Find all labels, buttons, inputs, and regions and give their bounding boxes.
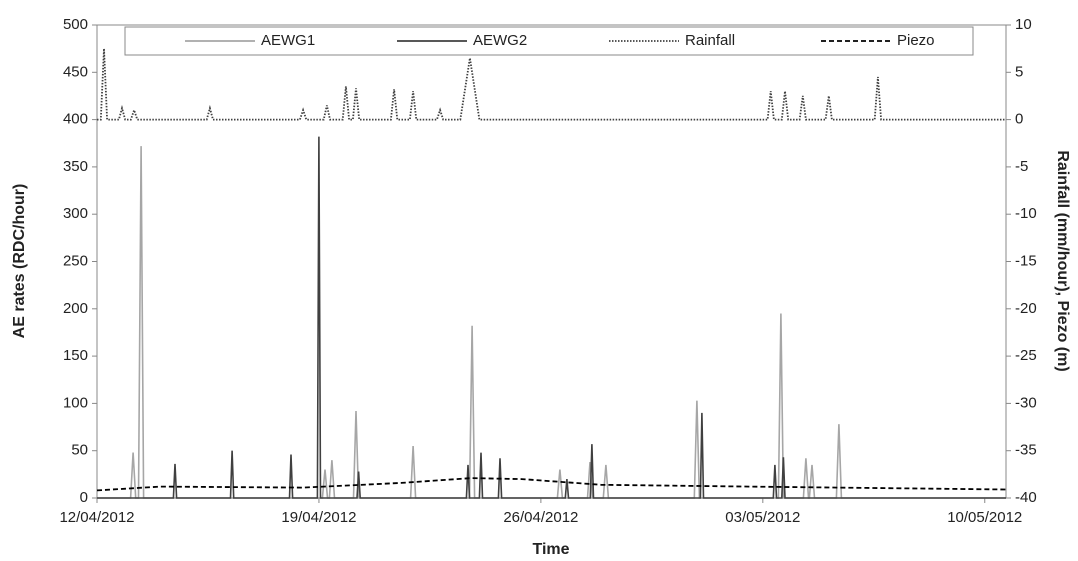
series-line [97, 146, 1006, 499]
y-tick-label: 200 [63, 300, 88, 317]
x-tick-label: 03/05/2012 [725, 509, 800, 526]
y-tick-label: 100 [63, 394, 88, 411]
y-tick-label: 450 [63, 63, 88, 80]
legend-label: AEWG2 [473, 32, 527, 49]
y-tick-label: 300 [63, 205, 88, 222]
x-tick-label: 12/04/2012 [59, 509, 134, 526]
series-line [96, 477, 1007, 492]
y-tick-label: 400 [63, 111, 88, 128]
series-line [97, 136, 1006, 499]
x-tick-label: 26/04/2012 [503, 509, 578, 526]
legend-label: Piezo [897, 32, 935, 49]
x-tick-label: 10/05/2012 [947, 509, 1022, 526]
y2-tick-label: -40 [1015, 489, 1037, 506]
x-tick-label: 19/04/2012 [281, 509, 356, 526]
y-axis-title: AE rates (RDC/hour) [11, 184, 28, 339]
legend-label: AEWG1 [261, 32, 315, 49]
y2-axis-title: Rainfall (mm/hour), Piezo (m) [1054, 150, 1071, 371]
y2-tick-label: -5 [1015, 158, 1028, 175]
y-tick-label: 0 [80, 489, 88, 506]
y2-tick-label: -20 [1015, 300, 1037, 317]
series-line [97, 48, 1006, 121]
y-tick-label: 500 [63, 16, 88, 33]
y2-tick-label: -25 [1015, 347, 1037, 364]
plot-frame [96, 24, 1007, 499]
y2-tick-label: 10 [1015, 16, 1032, 33]
y2-tick-label: -30 [1015, 394, 1037, 411]
y2-tick-label: -15 [1015, 252, 1037, 269]
legend-label: Rainfall [685, 32, 735, 49]
y2-tick-label: 5 [1015, 63, 1023, 80]
x-axis-title: Time [532, 541, 569, 558]
y-tick-label: 150 [63, 347, 88, 364]
y2-tick-label: 0 [1015, 111, 1023, 128]
y-tick-label: 50 [71, 442, 88, 459]
y2-tick-label: -10 [1015, 205, 1037, 222]
y-tick-label: 250 [63, 252, 88, 269]
y-tick-label: 350 [63, 158, 88, 175]
y2-tick-label: -35 [1015, 442, 1037, 459]
